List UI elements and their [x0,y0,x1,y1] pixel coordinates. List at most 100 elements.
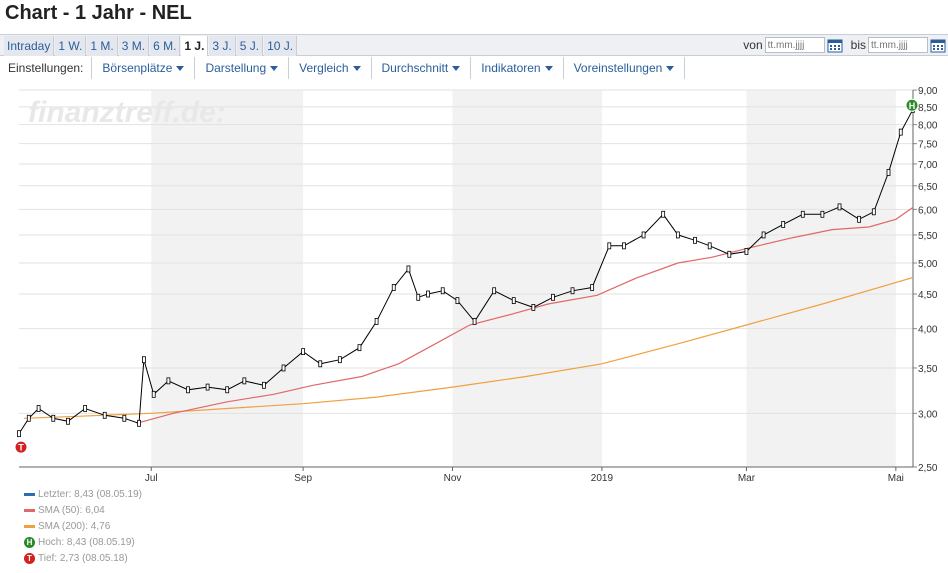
period-tabbar: Intraday 1 W. 1 M. 3 M. 6 M. 1 J. 3 J. 5 J. 10 J… [0,34,948,56]
legend-entry: SMA (200): 4,76 [24,518,142,534]
price-point [693,236,697,244]
period-tabs: Intraday 1 W. 1 M. 3 M. 6 M. 1 J. 3 J. 5 J. 10 J… [4,36,298,56]
price-point [590,284,595,291]
price-point [607,242,612,250]
price-point [455,297,460,305]
settings-label: Einstellungen: [0,57,93,79]
menu-label: Voreinstellungen [573,61,663,75]
price-point [142,356,146,364]
price-point [151,390,156,398]
chevron-down-icon [666,66,675,72]
low-marker [14,440,28,454]
sma50-line [136,206,914,424]
tab-period[interactable]: 3 J. [209,36,236,56]
price-point [661,210,666,218]
chart-legend: Letzter: 8,43 (08.05.19) SMA (50): 6,04 SM… [24,486,142,566]
settings-menu[interactable]: Börsenplätze [92,57,196,79]
price-point [426,290,430,298]
price-point [337,356,342,364]
price-point [570,287,575,295]
marker-label: T [18,443,24,453]
x-tick-label: Mar [738,473,756,484]
settings-menu[interactable]: Darstellung [195,57,290,79]
x-tick-label: Jul [145,473,158,484]
high-marker-icon: H [24,536,35,548]
menu-label: Durchschnitt [381,61,449,75]
price-point [406,265,411,273]
legend-text: Letzter: 8,43 (08.05.19) [38,488,142,500]
watermark: finanztreff.de: [28,96,226,129]
settings-menu[interactable]: Durchschnitt [372,57,472,79]
y-tick-label: 5,50 [918,231,938,242]
x-tick-label: Sep [294,473,312,484]
legend-text: Hoch: 8,43 (08.05.19) [38,536,135,548]
to-date-input[interactable] [868,37,928,53]
calendar-icon[interactable] [827,38,843,53]
calendar-icon[interactable] [930,38,946,53]
settings-menu[interactable]: Vergleich [289,57,372,79]
price-point [440,287,445,295]
settings-menu[interactable]: Voreinstellungen [564,57,686,79]
price-point [472,318,477,325]
price-point [83,405,88,412]
price-point [137,419,141,427]
y-tick-label: 4,00 [918,325,938,336]
tab-period[interactable]: 6 M. [150,36,181,56]
price-point [242,377,247,385]
to-label: bis [850,38,866,52]
price-point [531,303,536,311]
price-point [374,318,379,325]
settings-menu[interactable]: Indikatoren [471,57,564,79]
legend-text: SMA (200): 4,76 [38,520,111,532]
tab-period[interactable]: 1 M. [87,36,118,56]
price-point [36,405,41,412]
tab-period[interactable]: 10 J. [264,36,298,56]
from-label: von [743,38,763,52]
date-range: von bis [743,37,948,53]
from-date-input[interactable] [764,37,825,53]
price-point [707,242,712,250]
y-tick-label: 6,50 [918,182,938,193]
price-point [761,231,766,239]
price-point [492,287,497,295]
price-point [837,203,842,211]
y-tick-label: 4,50 [918,290,938,301]
price-point [186,386,190,394]
price-point [820,210,825,218]
chevron-down-icon [176,66,185,72]
price-point [166,377,171,385]
price-point [857,215,862,223]
price-point [301,348,306,356]
tab-period[interactable]: Intraday [4,36,55,56]
price-point [318,360,323,368]
low-marker-icon: T [24,552,35,564]
chevron-down-icon [544,66,553,72]
tab-period[interactable]: 1 J. [181,36,209,56]
price-point [871,208,876,216]
marker-label: H [909,101,916,111]
legend-text: Tief: 2,73 (08.05.18) [38,552,128,564]
chevron-down-icon [270,66,279,72]
price-point [66,417,70,425]
price-point [262,381,266,389]
price-point [357,344,362,352]
page-title: Chart - 1 Jahr - NEL [5,2,192,24]
legend-swatch [24,508,35,512]
tab-period[interactable]: 1 W. [55,36,87,56]
price-point [205,383,210,391]
y-tick-label: 6,00 [918,205,938,216]
menu-label: Darstellung [205,61,267,75]
tab-period[interactable]: 5 J. [236,36,264,56]
sma200-line [23,276,914,419]
x-tick-label: Mai [888,473,904,484]
price-point [800,210,805,218]
price-point [886,169,891,176]
settings-menus: Börsenplätze Darstellung Vergleich Durchsch… [92,57,686,79]
legend-entry: T Tief: 2,73 (08.05.18) [24,550,142,566]
y-tick-label: 9,00 [918,86,938,97]
price-point [225,386,230,394]
settings-menubar: Einstellungen: Börsenplätze Darstellung Ve… [0,57,948,79]
tab-period[interactable]: 3 M. [118,36,150,56]
shaded-band [746,90,896,467]
price-point [744,248,749,255]
